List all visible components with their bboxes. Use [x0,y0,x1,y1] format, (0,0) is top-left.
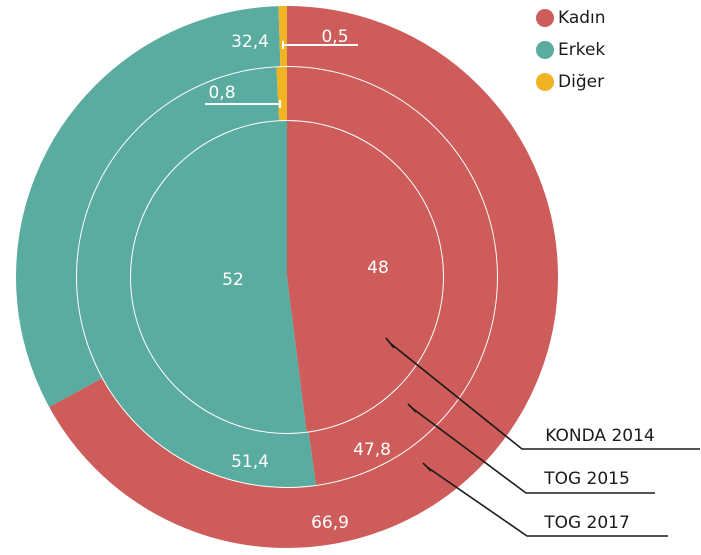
segment [278,5,287,67]
legend-marker [536,41,554,59]
value-label: 0,8 [208,83,235,103]
value-label: 51,4 [231,452,269,472]
ring-label: TOG 2017 [543,513,630,533]
ring-border [14,4,560,550]
legend-marker [536,73,554,91]
ring-label: KONDA 2014 [545,426,654,446]
legend-label: Diğer [558,72,604,92]
legend-marker [536,9,554,27]
legend-label: Kadın [558,8,606,28]
segment [14,5,281,408]
leader-line [411,407,655,494]
segment [130,120,307,434]
value-label: 32,4 [231,32,269,52]
callout-brackets [205,41,358,108]
legend-label: Erkek [558,40,605,60]
value-label: 47,8 [353,440,391,460]
value-label: 48 [367,258,389,278]
segment [76,66,317,488]
bracket [205,100,281,108]
value-label: 0,5 [321,27,348,47]
bracket [282,41,358,49]
ring-label: TOG 2015 [543,469,630,489]
leader-line [389,342,700,450]
rings [14,4,560,550]
leader-line [426,466,668,537]
leader-lines [385,337,700,537]
value-label: 66,9 [311,513,349,533]
leader-tick [385,337,432,472]
value-label: 52 [222,270,244,290]
segment [287,66,499,486]
